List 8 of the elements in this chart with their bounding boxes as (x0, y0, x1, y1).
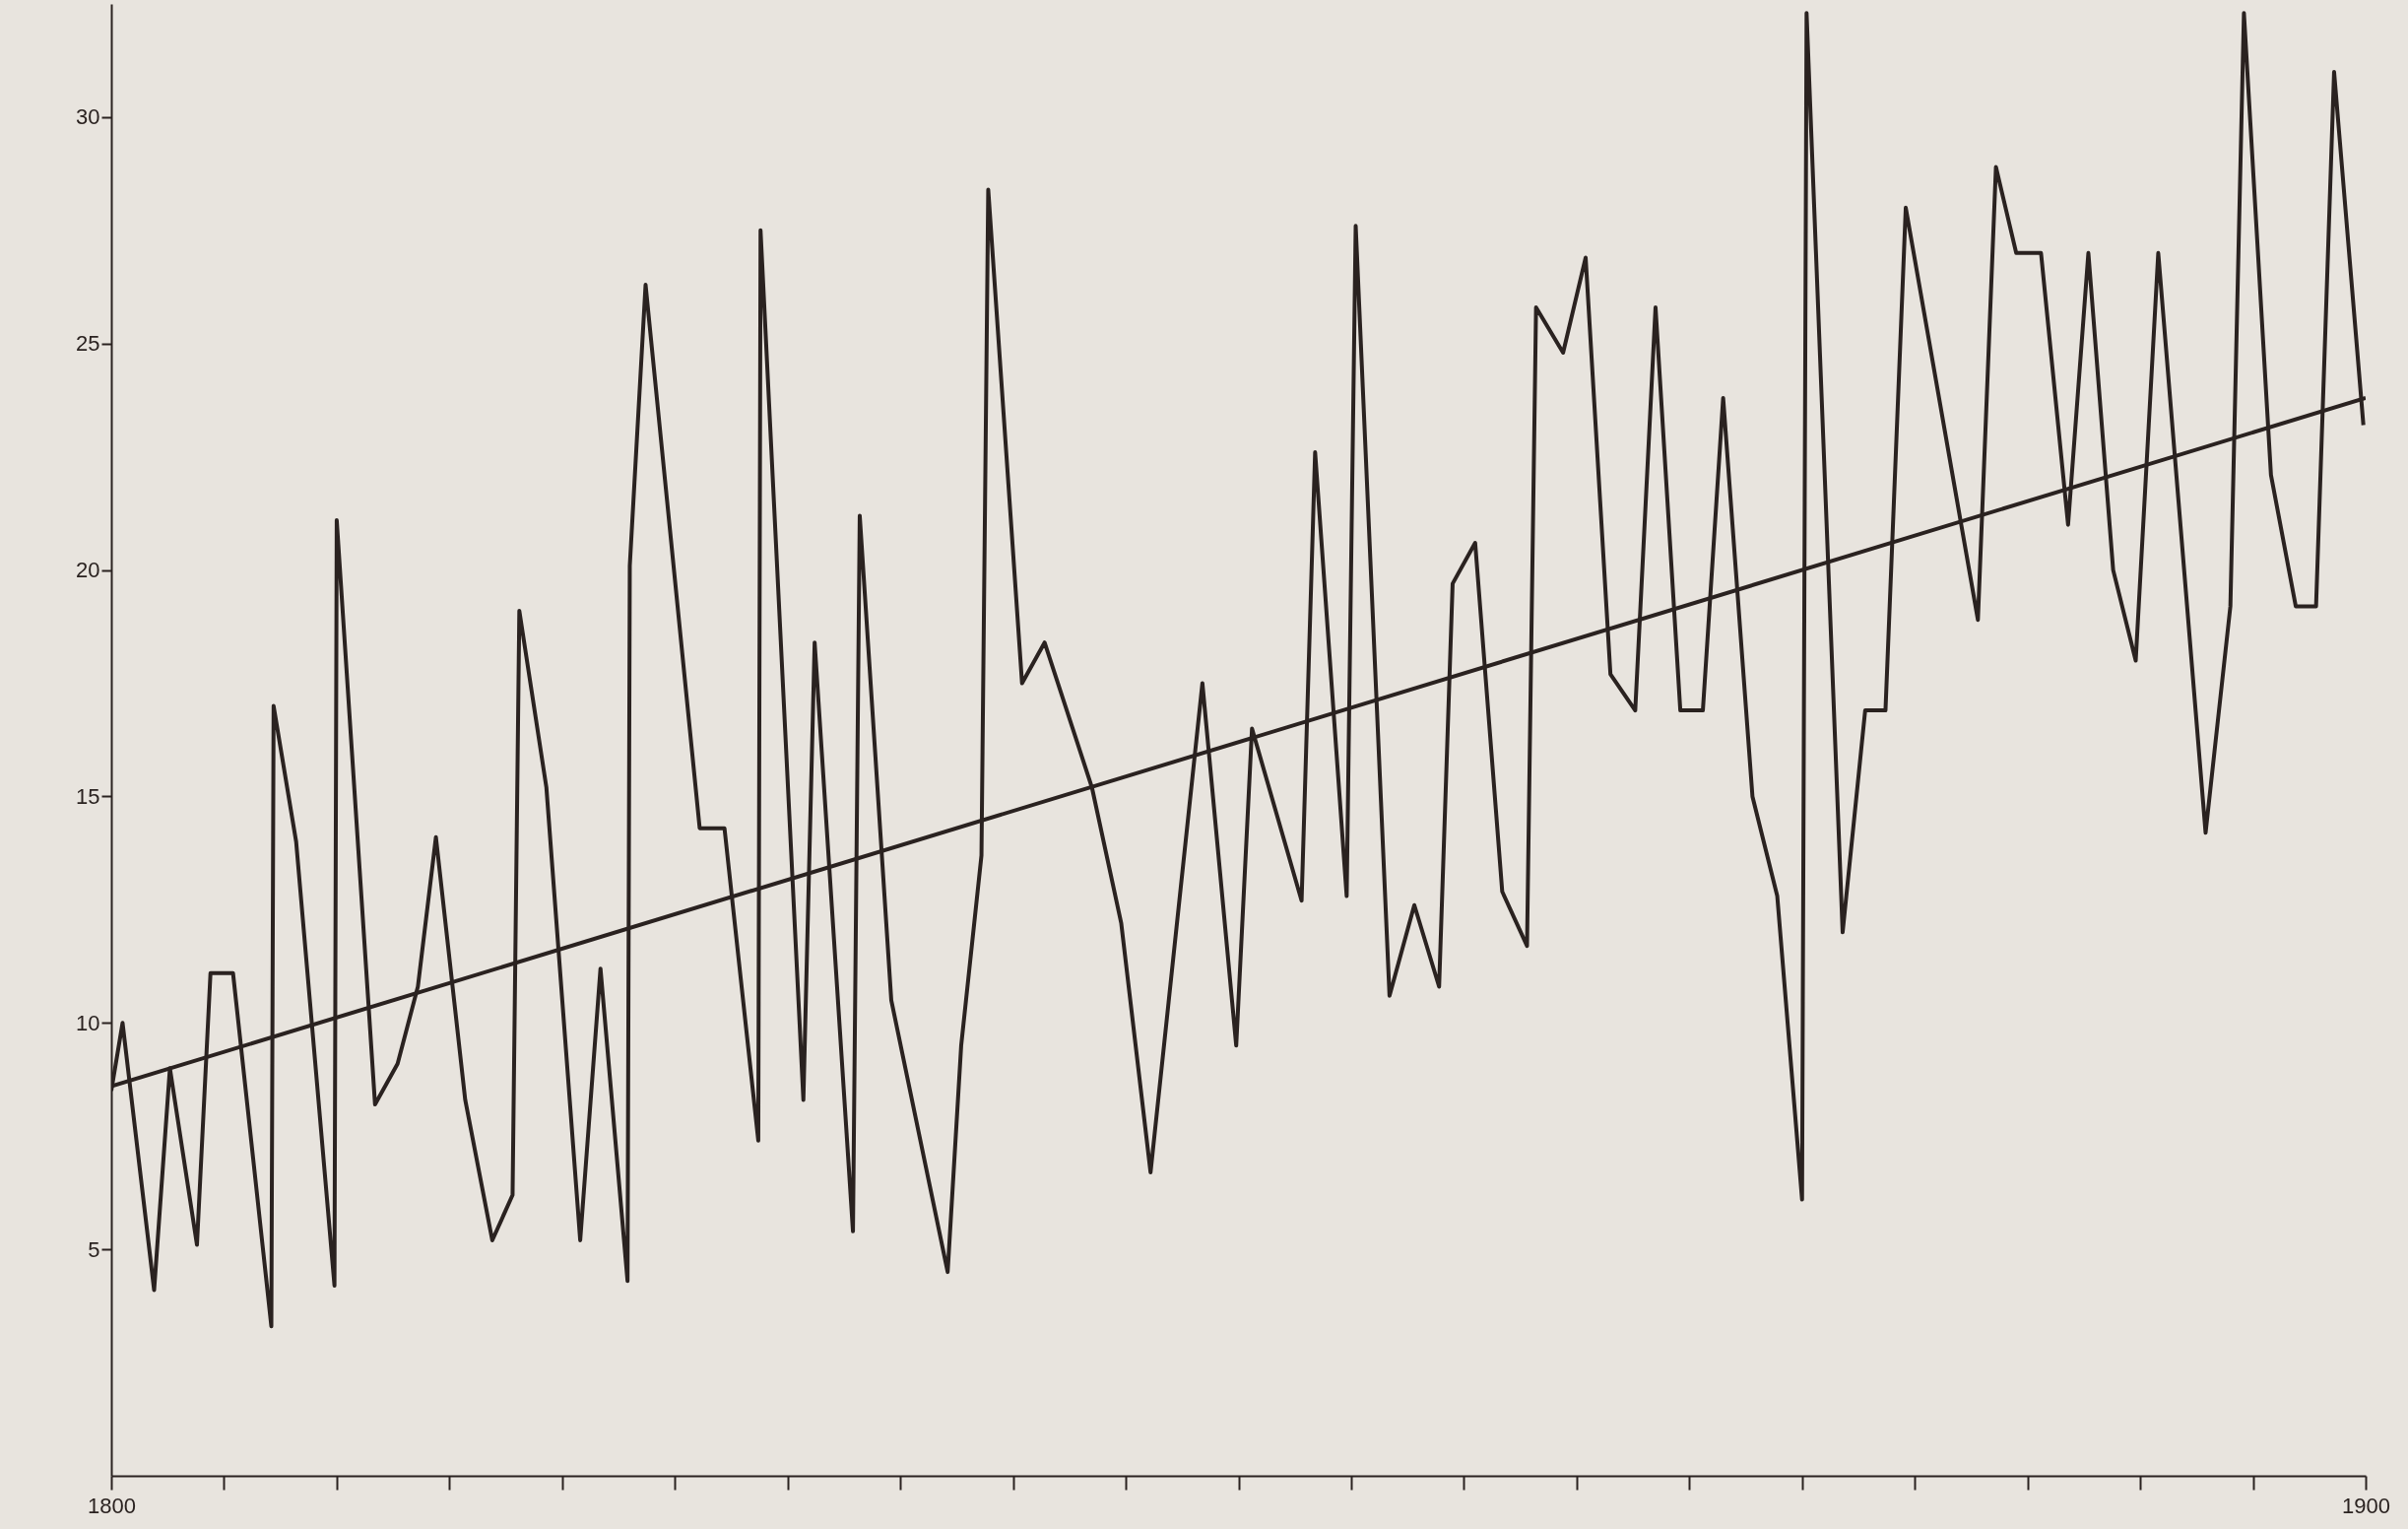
x-tick-label: 1900 (2342, 1493, 2390, 1518)
y-tick-label: 15 (76, 783, 100, 809)
y-tick-label: 20 (76, 558, 100, 583)
y-tick-label: 30 (76, 104, 100, 130)
y-tick-label: 5 (88, 1236, 100, 1262)
x-tick-label: 1800 (88, 1493, 136, 1518)
y-tick-label: 25 (76, 331, 100, 357)
y-tick-label: 10 (76, 1010, 100, 1035)
